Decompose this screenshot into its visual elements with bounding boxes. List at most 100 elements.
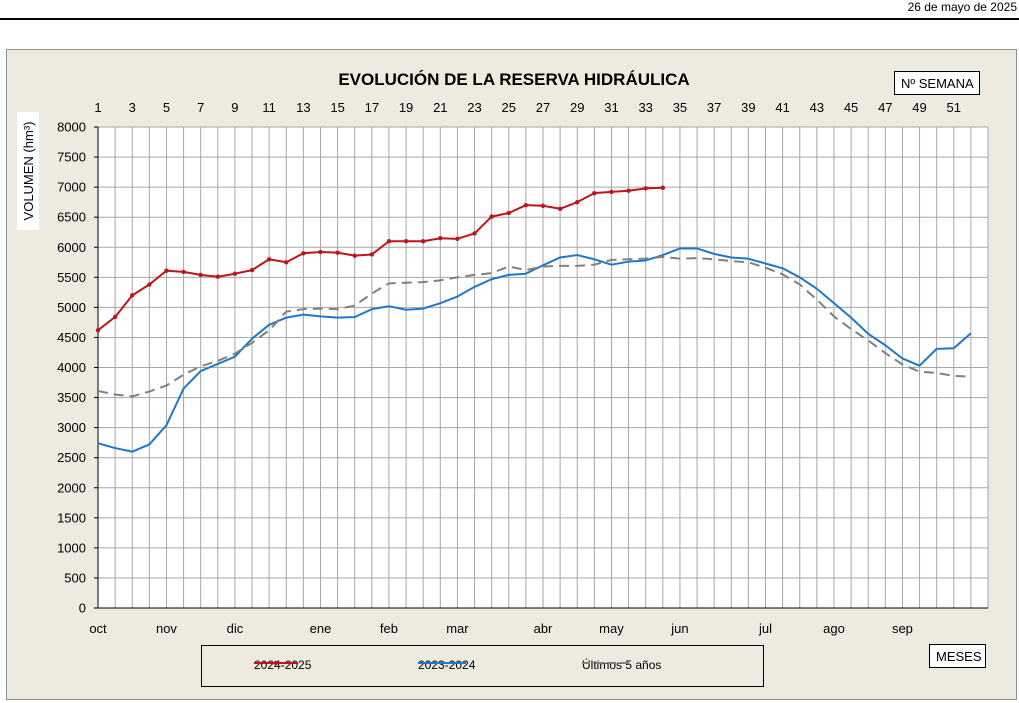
week-tick-label: 23 — [467, 100, 481, 115]
data-point-2024-2025 — [181, 269, 186, 275]
y-tick-label: 5500 — [57, 270, 86, 285]
legend-label-2023-2024: 2023-2024 — [418, 658, 476, 672]
y-tick-label: 7000 — [57, 180, 86, 195]
y-tick-label: 4500 — [57, 330, 86, 345]
week-axis-label: Nº SEMANA — [894, 71, 980, 95]
week-tick-label: 1 — [94, 100, 101, 115]
y-tick-label: 2000 — [57, 480, 86, 495]
y-tick-label: 1000 — [57, 540, 86, 555]
data-point-2024-2025 — [95, 328, 101, 333]
y-axis-label: VOLUMEN (hm³) — [21, 122, 36, 221]
data-point-2024-2025 — [369, 252, 375, 257]
data-point-2024-2025 — [506, 210, 511, 216]
legend: 2024-2025 2023-2024 Últimos 5 años — [201, 645, 764, 687]
header-rule — [0, 18, 1019, 20]
month-tick-label: feb — [380, 621, 398, 636]
chart-title: EVOLUCIÓN DE LA RESERVA HIDRÁULICA — [338, 70, 689, 89]
y-tick-label: 8000 — [57, 120, 86, 135]
legend-swatch-2024-2025 — [254, 660, 298, 666]
data-point-2024-2025 — [284, 260, 289, 265]
week-tick-label: 31 — [604, 100, 618, 115]
month-tick-label: abr — [534, 621, 553, 636]
week-tick-label: 21 — [433, 100, 447, 115]
data-point-2024-2025 — [626, 188, 631, 193]
data-point-2024-2025 — [403, 239, 409, 244]
data-point-2024-2025 — [660, 185, 666, 190]
week-tick-label: 35 — [673, 100, 687, 115]
week-tick-label: 27 — [536, 100, 550, 115]
data-point-2024-2025 — [557, 206, 563, 211]
series-line-2023-2024 — [97, 247, 972, 453]
month-tick-label: may — [599, 621, 624, 636]
week-tick-label: 51 — [947, 100, 961, 115]
y-tick-label: 7500 — [57, 150, 86, 165]
week-tick-label: 3 — [129, 100, 136, 115]
week-tick-label: 13 — [296, 100, 310, 115]
data-point-2024-2025 — [575, 199, 580, 205]
series-layer — [95, 185, 972, 453]
data-point-2024-2025 — [592, 190, 597, 196]
week-tick-label: 7 — [197, 100, 204, 115]
month-tick-label: sep — [892, 621, 913, 636]
data-point-2024-2025 — [249, 267, 255, 273]
week-tick-label: 29 — [570, 100, 584, 115]
week-tick-label: 41 — [775, 100, 789, 115]
week-tick-label: 43 — [810, 100, 824, 115]
week-tick-label: 19 — [399, 100, 413, 115]
data-point-2024-2025 — [232, 271, 238, 276]
y-tick-label: 0 — [79, 601, 86, 616]
y-tick-label: 3000 — [57, 420, 86, 435]
week-tick-label: 25 — [502, 100, 516, 115]
y-tick-label: 1500 — [57, 510, 86, 525]
legend-label-2024-2025: 2024-2025 — [254, 658, 312, 672]
data-point-2024-2025 — [609, 189, 614, 195]
data-point-2024-2025 — [540, 203, 546, 208]
data-point-2024-2025 — [318, 249, 323, 255]
week-tick-label: 17 — [365, 100, 379, 115]
week-tick-label: 39 — [741, 100, 755, 115]
week-tick-label: 33 — [638, 100, 652, 115]
data-point-2024-2025 — [215, 274, 221, 279]
data-point-2024-2025 — [455, 236, 460, 242]
series-line-2024-2025 — [97, 186, 663, 332]
week-tick-label: 15 — [330, 100, 344, 115]
legend-swatch-2023-2024 — [418, 662, 466, 664]
data-point-2024-2025 — [489, 214, 494, 219]
data-point-2024-2025 — [301, 251, 306, 256]
month-tick-label: oct — [89, 621, 107, 636]
legend-item-2023-2024: 2023-2024 — [418, 658, 475, 672]
data-point-2024-2025 — [438, 236, 443, 241]
month-tick-label: jul — [758, 621, 772, 636]
ylabel-box: VOLUMEN (hm³) — [17, 112, 39, 230]
month-tick-label: nov — [156, 621, 177, 636]
data-point-2024-2025 — [335, 250, 340, 255]
report-date: 26 de mayo de 2025 — [907, 0, 1017, 14]
data-point-2024-2025 — [523, 202, 529, 208]
data-point-2024-2025 — [164, 268, 169, 273]
y-tick-label: 6500 — [57, 210, 86, 225]
legend-item-ultimos-5-anos: Últimos 5 años — [582, 658, 661, 672]
data-point-2024-2025 — [147, 282, 152, 287]
week-tick-label: 45 — [844, 100, 858, 115]
data-point-2024-2025 — [198, 272, 203, 278]
y-tick-label: 500 — [64, 570, 86, 585]
data-point-2024-2025 — [420, 239, 426, 244]
grid-layer — [97, 126, 989, 609]
data-point-2024-2025 — [266, 257, 272, 262]
month-axis-label: MESES — [929, 644, 986, 668]
data-point-2024-2025 — [112, 314, 118, 320]
y-tick-label: 6000 — [57, 240, 86, 255]
axes-layer — [94, 126, 988, 609]
month-tick-label: dic — [227, 621, 244, 636]
week-tick-label: 5 — [163, 100, 170, 115]
week-tick-label: 37 — [707, 100, 721, 115]
data-point-2024-2025 — [386, 239, 392, 244]
labels-layer: 0 500 1000 1500 2000 2500 3000 3500 4000 4500 5000… — [57, 100, 961, 636]
y-tick-label: 3500 — [57, 390, 86, 405]
week-tick-label: 49 — [912, 100, 926, 115]
month-tick-label: ene — [310, 621, 332, 636]
week-tick-label: 11 — [262, 100, 276, 115]
series-line-ultimos-5-anos — [97, 255, 971, 398]
month-tick-label: ago — [823, 621, 845, 636]
